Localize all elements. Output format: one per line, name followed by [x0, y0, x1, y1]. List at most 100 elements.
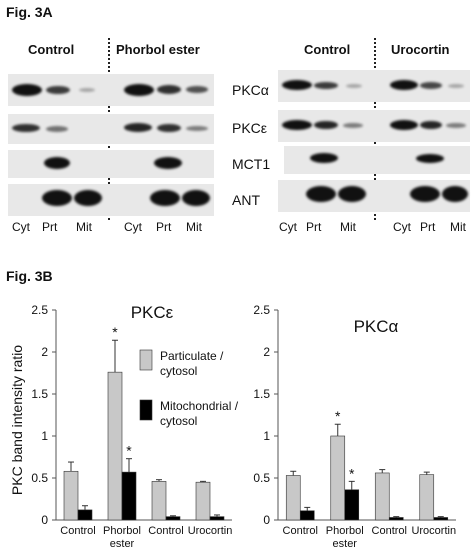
band [390, 120, 418, 130]
bar [419, 474, 435, 521]
y-tick-label: 0.5 [31, 471, 48, 485]
band [46, 86, 70, 94]
y-axis-label: PKC band intensity ratio [9, 345, 25, 495]
lane-label: Prt [42, 220, 58, 234]
band [310, 153, 338, 163]
legend-swatch [139, 399, 153, 421]
left-header-phorbol: Phorbol ester [116, 42, 200, 57]
band [343, 123, 363, 128]
band [124, 123, 152, 132]
band [12, 124, 40, 132]
y-tick-label: 1 [41, 429, 48, 443]
fig-3a-label: Fig. 3A [6, 4, 53, 20]
bar [63, 470, 79, 521]
bar [209, 516, 225, 521]
bar [165, 516, 181, 521]
category-label: Control [372, 525, 407, 537]
band [442, 186, 468, 202]
lane-label: Mit [186, 220, 202, 234]
y-tick-label: 2 [41, 345, 48, 359]
lane-label: Prt [156, 220, 172, 234]
band [186, 86, 208, 93]
category-label: Urocortin [188, 525, 233, 537]
band [182, 190, 210, 206]
lane-label: Cyt [393, 220, 411, 234]
legend-label: Particulate / [160, 349, 224, 363]
legend-swatch [139, 349, 153, 371]
bar [388, 517, 404, 521]
band [42, 190, 72, 206]
bar [374, 472, 390, 521]
bar-charts: PKC band intensity ratio 0 0.5 1 1.5 2 2.5 PKC… [9, 303, 456, 550]
fig-3b-label: Fig. 3B [6, 268, 53, 284]
band [46, 126, 68, 132]
category-label: Control [283, 525, 318, 537]
bar [121, 471, 137, 521]
category-label: Phorbol [103, 525, 141, 537]
left-header-control: Control [28, 42, 75, 57]
protein-label: PKCε [232, 120, 268, 136]
category-label: ester [110, 538, 135, 550]
lane-label: Mit [450, 220, 466, 234]
band [306, 186, 336, 202]
blot-strip [8, 150, 214, 178]
y-tick-label: 0 [41, 513, 48, 527]
legend-label: Mitochondrial / [160, 399, 239, 413]
bar [299, 510, 315, 521]
band [420, 82, 442, 89]
band [79, 88, 95, 92]
band [314, 121, 338, 129]
bar [285, 475, 301, 521]
band [390, 80, 418, 90]
y-tick-label: 2 [263, 345, 270, 359]
bar [330, 435, 346, 521]
band [446, 123, 466, 128]
significance-star: * [335, 408, 341, 424]
band [157, 85, 181, 94]
legend-label: cytosol [160, 364, 197, 378]
band [124, 84, 154, 96]
right-header-control: Control [304, 42, 351, 57]
lane-label: Prt [420, 220, 436, 234]
chart-title: PKCε [131, 303, 174, 322]
legend-label: cytosol [160, 414, 197, 428]
protein-label: ANT [232, 192, 260, 208]
band [282, 80, 312, 90]
y-tick-label: 1.5 [31, 387, 48, 401]
band [282, 120, 312, 130]
category-label: Phorbol [326, 525, 364, 537]
band [420, 121, 442, 129]
y-tick-label: 1 [263, 429, 270, 443]
band [74, 190, 102, 206]
significance-star: * [126, 443, 132, 459]
band [150, 190, 180, 206]
significance-star: * [349, 465, 355, 481]
category-label: Urocortin [411, 525, 456, 537]
band [416, 154, 444, 163]
y-tick-label: 1.5 [253, 387, 270, 401]
right-header-urocortin: Urocortin [391, 42, 450, 57]
band [410, 186, 440, 202]
bar [151, 481, 167, 521]
y-tick-label: 2.5 [253, 303, 270, 317]
protein-label: MCT1 [232, 156, 271, 172]
band [12, 84, 42, 96]
category-label: Control [60, 525, 95, 537]
y-tick-label: 2.5 [31, 303, 48, 317]
bar [195, 481, 211, 521]
band [44, 157, 70, 169]
protein-label: PKCα [232, 82, 269, 98]
band [338, 186, 366, 202]
lane-label: Cyt [279, 220, 297, 234]
y-tick-label: 0.5 [253, 471, 270, 485]
band [314, 82, 338, 89]
lane-label: Prt [306, 220, 322, 234]
lane-label: Cyt [12, 220, 30, 234]
significance-star: * [112, 324, 118, 340]
bar [344, 489, 360, 521]
band [448, 84, 464, 88]
y-tick-label: 0 [263, 513, 270, 527]
band [346, 84, 362, 88]
lane-label: Cyt [124, 220, 142, 234]
bar [433, 517, 449, 521]
